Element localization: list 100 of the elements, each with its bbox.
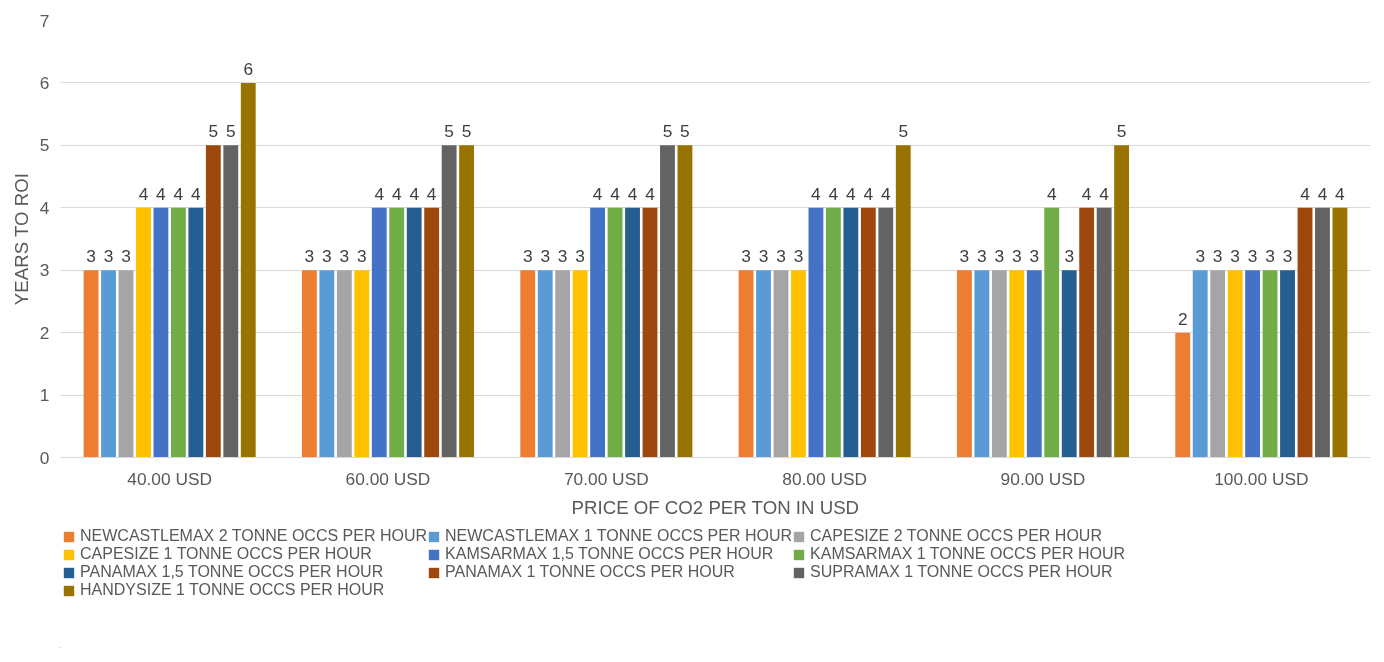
bar: [1280, 270, 1295, 458]
bar: [153, 207, 169, 458]
bar: [642, 207, 658, 458]
bar: [738, 270, 754, 458]
bar: [773, 270, 789, 458]
data-label: 4: [173, 183, 184, 204]
bar: [389, 207, 405, 458]
y-axis-title: YEARS TO ROI: [10, 173, 32, 306]
data-label: 4: [1335, 183, 1346, 204]
legend-label: HANDYSIZE 1 TONNE OCCS PER HOUR: [80, 581, 386, 599]
bar: [136, 207, 151, 458]
legend-label: KAMSARMAX 1,5 TONNE OCCS PER HOUR: [445, 545, 775, 563]
data-label: 5: [680, 121, 690, 142]
data-label: 4: [374, 183, 385, 204]
bar: [555, 270, 571, 458]
bar: [1009, 270, 1025, 458]
data-label: 4: [138, 183, 149, 204]
data-label: 5: [662, 121, 673, 142]
bar: [205, 145, 221, 458]
data-label: 5: [208, 121, 219, 142]
bar: [1175, 332, 1191, 458]
bar: [1332, 207, 1348, 458]
legend-label: NEWCASTLEMAX 1 TONNE OCCS PER HOUR: [445, 527, 793, 545]
data-label: 3: [557, 246, 568, 267]
x-axis-title: PRICE OF CO2 PER TON IN USD: [571, 496, 860, 518]
data-label: 3: [1064, 246, 1075, 267]
data-label: 4: [1081, 183, 1092, 204]
legend-label: PANAMAX 1 TONNE OCCS PER HOUR: [445, 563, 736, 581]
legend-label: SUPRAMAX 1 TONNE OCCS PER HOUR: [810, 563, 1114, 581]
y-tick-label: 2: [39, 322, 50, 343]
data-label: 4: [191, 183, 202, 204]
legend-label: NEWCASTLEMAX 2 TONNE OCCS PER HOUR: [80, 527, 428, 545]
x-tick-label: 80.00 USD: [782, 468, 868, 489]
y-tick-label: 4: [39, 197, 50, 218]
data-label: 4: [156, 183, 167, 204]
bar: [371, 207, 387, 458]
data-label: 5: [444, 121, 454, 142]
data-label: 4: [409, 183, 420, 204]
bar: [1192, 270, 1208, 458]
bar: [956, 270, 972, 458]
bar: [1079, 207, 1095, 458]
data-label: 3: [793, 246, 804, 267]
x-tick-label: 90.00 USD: [1000, 468, 1086, 489]
bar: [808, 207, 824, 458]
bar: [878, 207, 894, 458]
bar: [1044, 207, 1060, 458]
bar: [860, 207, 876, 458]
data-label: 3: [121, 246, 131, 267]
bar: [791, 270, 806, 458]
legend-label: CAPESIZE 2 TONNE OCCS PER HOUR: [810, 527, 1103, 545]
data-label: 3: [356, 246, 367, 267]
bar: [1096, 207, 1112, 458]
bar: [1210, 270, 1226, 458]
bar: [843, 207, 859, 458]
bar: [319, 270, 335, 458]
bar: [1297, 207, 1313, 458]
bar: [991, 270, 1007, 458]
data-label: 5: [461, 121, 472, 142]
bar: [441, 145, 457, 458]
bar: [677, 145, 693, 458]
bar: [520, 270, 536, 458]
bar: [118, 270, 134, 458]
data-label: 4: [645, 183, 656, 204]
bar: [1227, 270, 1243, 458]
y-tick-label: 5: [39, 135, 50, 156]
bar: [301, 270, 317, 458]
bar: [406, 207, 422, 458]
data-label: 4: [592, 183, 603, 204]
y-tick-label: 3: [39, 260, 50, 281]
bar: [1245, 270, 1261, 458]
y-tick-label: 6: [39, 72, 50, 93]
data-label: 5: [898, 121, 909, 142]
data-label: 3: [1282, 246, 1293, 267]
data-label: 3: [522, 246, 533, 267]
bar: [459, 145, 475, 458]
data-label: 4: [1099, 183, 1110, 204]
data-label: 3: [959, 246, 970, 267]
data-label: 3: [977, 246, 987, 267]
bar: [590, 207, 606, 458]
x-tick-label: 100.00 USD: [1214, 468, 1309, 489]
x-tick-label: 40.00 USD: [127, 468, 213, 489]
data-label: 3: [1029, 246, 1040, 267]
legend-label: KAMSARMAX 1 TONNE OCCS PER HOUR: [810, 545, 1127, 563]
bar: [336, 270, 352, 458]
data-label: 3: [1230, 246, 1240, 267]
legend-label: CAPESIZE 1 TONNE OCCS PER HOUR: [80, 545, 373, 563]
data-label: 4: [1046, 183, 1057, 204]
y-tick-label: 1: [39, 385, 50, 406]
data-label: 5: [1116, 121, 1127, 142]
data-label: 3: [1195, 246, 1206, 267]
bar: [1315, 207, 1330, 458]
bar: [537, 270, 553, 458]
bar: [223, 145, 239, 458]
bar: [83, 270, 99, 458]
y-tick-label: 7: [39, 10, 50, 31]
data-label: 3: [540, 246, 551, 267]
bar: [974, 270, 990, 458]
data-label: 4: [880, 183, 891, 204]
data-label: 3: [1011, 246, 1022, 267]
data-label: 3: [304, 246, 315, 267]
